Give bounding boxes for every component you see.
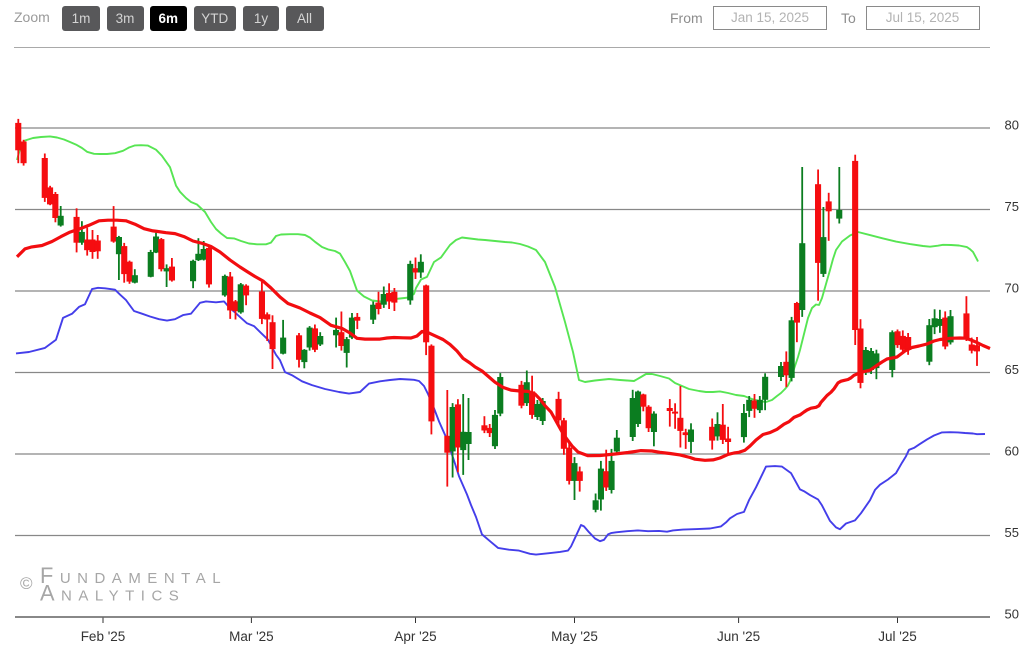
svg-text:65: 65 [1005, 362, 1019, 377]
svg-text:Mar '25: Mar '25 [229, 629, 274, 644]
svg-text:Jul '25: Jul '25 [878, 629, 917, 644]
svg-text:80: 80 [1005, 118, 1019, 133]
svg-text:75: 75 [1005, 199, 1019, 214]
svg-text:50: 50 [1005, 607, 1019, 622]
svg-text:60: 60 [1005, 444, 1019, 459]
svg-text:May '25: May '25 [551, 629, 598, 644]
svg-text:70: 70 [1005, 281, 1019, 296]
svg-text:Jun '25: Jun '25 [717, 629, 760, 644]
svg-text:Analytics: Analytics [40, 581, 185, 606]
svg-text:Fundamental: Fundamental [40, 563, 227, 588]
svg-text:55: 55 [1005, 525, 1019, 540]
svg-text:©: © [20, 574, 33, 593]
svg-text:Feb '25: Feb '25 [81, 629, 126, 644]
svg-text:Apr '25: Apr '25 [394, 629, 436, 644]
